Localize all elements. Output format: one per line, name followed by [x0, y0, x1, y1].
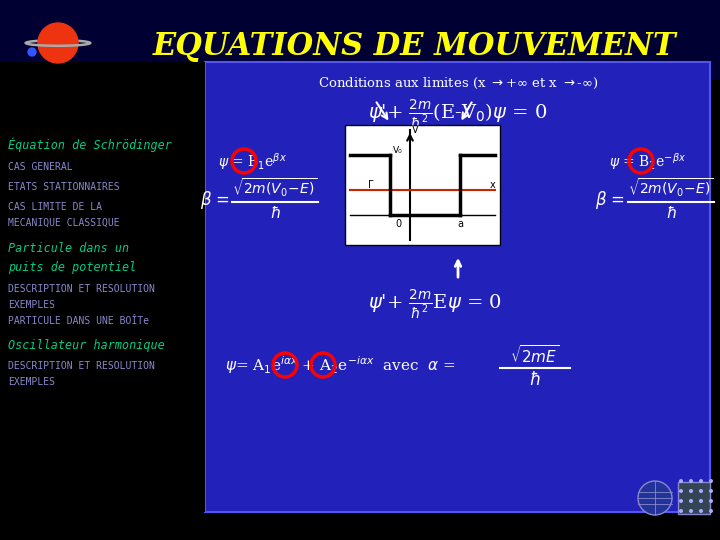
Text: $\sqrt{2mE}$: $\sqrt{2mE}$: [510, 344, 559, 366]
Circle shape: [38, 23, 78, 63]
Text: $\hbar$: $\hbar$: [529, 371, 541, 389]
Circle shape: [638, 481, 672, 515]
Text: $\hbar$: $\hbar$: [269, 205, 280, 221]
Text: Particule dans un: Particule dans un: [8, 242, 129, 255]
Text: $\psi$'+ $\frac{2m}{\hbar^2}$E$\psi$ = 0: $\psi$'+ $\frac{2m}{\hbar^2}$E$\psi$ = 0: [368, 289, 502, 321]
Text: CAS LIMITE DE LA: CAS LIMITE DE LA: [8, 202, 102, 212]
Text: EXEMPLES: EXEMPLES: [8, 377, 55, 387]
Circle shape: [679, 489, 683, 493]
Text: EQUATIONS DE MOUVEMENT: EQUATIONS DE MOUVEMENT: [153, 30, 677, 62]
Circle shape: [689, 489, 693, 493]
Bar: [0, 62, 205, 512]
Circle shape: [709, 499, 713, 503]
Text: Oscillateur harmonique: Oscillateur harmonique: [8, 340, 165, 353]
Circle shape: [689, 509, 693, 513]
Bar: [678, 482, 710, 514]
Circle shape: [689, 479, 693, 483]
Circle shape: [709, 509, 713, 513]
Bar: [345, 125, 500, 245]
Circle shape: [679, 479, 683, 483]
Circle shape: [699, 479, 703, 483]
Text: $\psi$ = B$_1$e$^{\beta x}$: $\psi$ = B$_1$e$^{\beta x}$: [217, 152, 287, 172]
Text: $\psi$= A$_1$e$^{i\alpha x}$ + A$_2$e$^{-i\alpha x}$  avec  $\alpha$ =: $\psi$= A$_1$e$^{i\alpha x}$ + A$_2$e$^{…: [225, 354, 455, 376]
Text: $\sqrt{2m(V_0\!-\!E)}$: $\sqrt{2m(V_0\!-\!E)}$: [629, 177, 714, 199]
Text: $\hbar$: $\hbar$: [665, 205, 676, 221]
Circle shape: [699, 509, 703, 513]
Text: DESCRIPTION ET RESOLUTION: DESCRIPTION ET RESOLUTION: [8, 361, 155, 371]
Text: $\sqrt{2m(V_0\!-\!E)}$: $\sqrt{2m(V_0\!-\!E)}$: [233, 177, 318, 199]
Text: $\beta$ =: $\beta$ =: [595, 189, 625, 211]
Text: V₀: V₀: [393, 146, 402, 155]
Text: ETATS STATIONNAIRES: ETATS STATIONNAIRES: [8, 182, 120, 192]
Text: DESCRIPTION ET RESOLUTION: DESCRIPTION ET RESOLUTION: [8, 284, 155, 294]
Circle shape: [28, 48, 36, 56]
Circle shape: [679, 499, 683, 503]
Text: $\psi$'+ $\frac{2m}{\hbar^2}$(E-V$_0$)$\psi$ = 0: $\psi$'+ $\frac{2m}{\hbar^2}$(E-V$_0$)$\…: [369, 99, 548, 131]
Text: Équation de Schrödinger: Équation de Schrödinger: [8, 138, 172, 152]
Bar: [0, 0, 720, 80]
Text: MECANIQUE CLASSIQUE: MECANIQUE CLASSIQUE: [8, 218, 120, 228]
Text: x: x: [490, 180, 496, 190]
Text: PARTICULE DANS UNE BOÎTe: PARTICULE DANS UNE BOÎTe: [8, 316, 149, 326]
Text: CAS GENERAL: CAS GENERAL: [8, 162, 73, 172]
Text: $\beta$ =: $\beta$ =: [200, 189, 230, 211]
Text: Γ: Γ: [368, 180, 374, 190]
Text: $\psi$ = B$_2$e$^{-\beta x}$: $\psi$ = B$_2$e$^{-\beta x}$: [609, 152, 687, 172]
Bar: [205, 62, 710, 512]
Text: EXEMPLES: EXEMPLES: [8, 300, 55, 310]
Circle shape: [689, 499, 693, 503]
Text: a: a: [457, 219, 463, 229]
Circle shape: [699, 499, 703, 503]
Circle shape: [679, 509, 683, 513]
Text: puits de potentiel: puits de potentiel: [8, 260, 136, 273]
Circle shape: [709, 479, 713, 483]
Text: 0: 0: [395, 219, 401, 229]
Text: Conditions aux limites (x $\rightarrow$+$\infty$ et x $\rightarrow$-$\infty$): Conditions aux limites (x $\rightarrow$+…: [318, 76, 598, 91]
Circle shape: [709, 489, 713, 493]
Circle shape: [699, 489, 703, 493]
Text: V: V: [412, 125, 418, 135]
